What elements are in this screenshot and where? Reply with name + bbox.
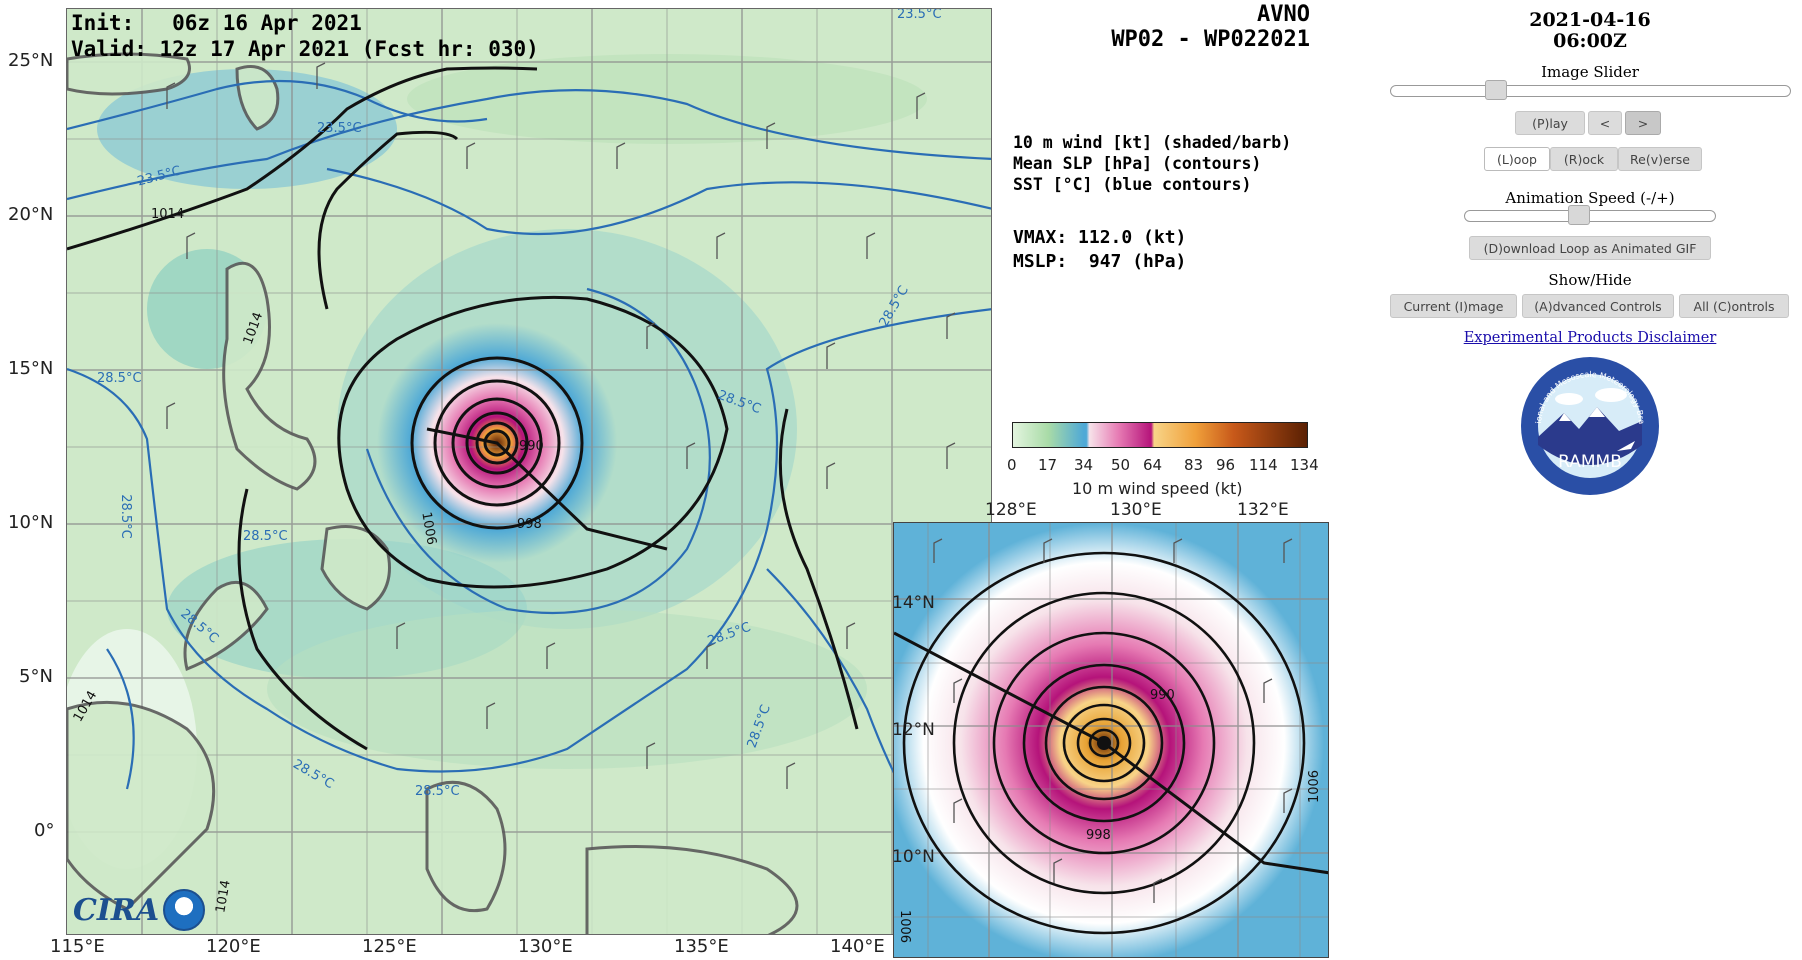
inset-slp-label: 998 [1086,828,1111,843]
lat-tick-label: 25°N [8,50,54,71]
colorbar-tick: 0 [1007,456,1017,474]
image-slider-label: Image Slider [1541,63,1639,81]
image-datetime: 2021-04-16 06:00Z [1390,10,1790,52]
inset-lon-label: 132°E [1237,500,1289,520]
inset-lat-label: 10°N [893,847,935,867]
show-hide-label: Show/Hide [1548,271,1632,289]
vmax-value: VMAX: 112.0 (kt) [1013,227,1187,248]
toggle-all-controls-button[interactable]: All (C)ontrols [1679,294,1789,318]
next-frame-button[interactable]: > [1625,111,1661,135]
lon-tick-label: 120°E [206,936,261,957]
rammb-logo: Regional and Mesoscale Meteorology Branc… [1516,348,1661,497]
slp-contour-label: 1014 [151,207,185,222]
lon-tick-label: 135°E [674,936,729,957]
lon-tick-label: 115°E [50,936,105,957]
lat-tick-label: 10°N [8,512,54,533]
sst-contour-label: 28.5°C [117,494,133,539]
rock-button[interactable]: (R)ock [1550,147,1618,171]
main-forecast-map: Init: 06z 16 Apr 2021 Valid: 12z 17 Apr … [66,8,992,935]
lat-tick-label: 5°N [19,666,53,687]
disclaimer-link-wrapper: Experimental Products Disclaimer [1390,330,1790,346]
disclaimer-link[interactable]: Experimental Products Disclaimer [1463,330,1717,346]
inset-slp-label: 990 [1150,688,1175,703]
sst-contour-label: 23.5°C [897,8,942,22]
colorbar-label: 10 m wind speed (kt) [1072,479,1243,498]
slp-contour-label: 990 [519,439,544,454]
play-button[interactable]: (P)lay [1515,111,1585,135]
valid-time-label: Valid: 12z 17 Apr 2021 (Fcst hr: 030) [71,37,539,61]
lon-tick-label: 125°E [362,936,417,957]
inset-slp-label: 1006 [897,909,913,944]
sst-contour-label: 28.5°C [415,784,460,799]
inset-lat-label: 14°N [893,593,935,613]
colorbar-tick: 134 [1290,456,1319,474]
animation-speed-thumb[interactable] [1567,205,1590,225]
rammb-logo-icon: Regional and Mesoscale Meteorology Branc… [1516,348,1659,495]
inset-zoom-map: 990 998 1006 1006 14°N 12°N 10°N [893,522,1329,958]
noaa-emblem-icon [163,889,206,931]
figure-header: AVNO WP02 - WP022021 [1040,2,1310,52]
animation-speed-slider[interactable] [1464,210,1716,222]
image-slider[interactable] [1390,85,1791,97]
inset-lon-label: 130°E [1110,500,1162,520]
lat-tick-label: 20°N [8,204,54,225]
sst-contour-label: 23.5°C [317,121,362,136]
wind-colorbar [1012,422,1308,448]
download-gif-button[interactable]: (D)ownload Loop as Animated GIF [1469,236,1711,260]
lat-tick-label: 0° [34,820,55,841]
slp-contour-label: 998 [517,517,542,532]
colorbar-tick: 96 [1216,456,1236,474]
image-date: 2021-04-16 [1529,9,1651,31]
previous-frame-button[interactable]: < [1588,111,1622,135]
lon-tick-label: 140°E [830,936,885,957]
sst-contour-label: 28.5°C [97,371,142,386]
legend-slp-line: Mean SLP [hPa] (contours) [1013,154,1262,173]
mslp-value: MSLP: 947 (hPa) [1013,251,1187,272]
colorbar-tick: 34 [1074,456,1094,474]
animation-speed-label: Animation Speed (-/+) [1505,189,1675,207]
field-legend: 10 m wind [kt] (shaded/barb) Mean SLP [h… [1013,132,1291,195]
colorbar-tick: 64 [1143,456,1163,474]
cira-logo: CIRA [73,889,206,931]
colorbar-tick: 50 [1111,456,1131,474]
rammb-logo-text: RAMMB [1558,452,1622,472]
storm-intensity: VMAX: 112.0 (kt) MSLP: 947 (hPa) [1013,226,1186,274]
toggle-advanced-controls-button[interactable]: (A)dvanced Controls [1522,294,1674,318]
loop-button[interactable]: (L)oop [1484,147,1550,171]
toggle-current-image-button[interactable]: Current (I)mage [1390,294,1517,318]
legend-wind-line: 10 m wind [kt] (shaded/barb) [1013,133,1292,152]
lat-tick-label: 15°N [8,358,54,379]
main-map-graphic [67,9,991,934]
init-time-label: Init: 06z 16 Apr 2021 [71,11,362,35]
reverse-button[interactable]: Re(v)erse [1618,147,1702,171]
sst-contour-label: 28.5°C [243,529,288,544]
colorbar-tick: 17 [1038,456,1058,474]
image-time: 06:00Z [1553,30,1627,52]
inset-lon-label: 128°E [985,500,1037,520]
model-name: AVNO [1257,2,1310,27]
colorbar-tick: 83 [1184,456,1204,474]
lon-tick-label: 130°E [518,936,573,957]
inset-map-graphic [894,523,1328,957]
colorbar-tick: 114 [1249,456,1278,474]
inset-slp-label: 1006 [1307,769,1323,804]
inset-lat-label: 12°N [893,720,935,740]
cira-logo-text: CIRA [73,892,160,928]
legend-sst-line: SST [°C] (blue contours) [1013,175,1252,194]
image-slider-thumb[interactable] [1484,80,1507,100]
storm-id: WP02 - WP022021 [1111,27,1310,52]
